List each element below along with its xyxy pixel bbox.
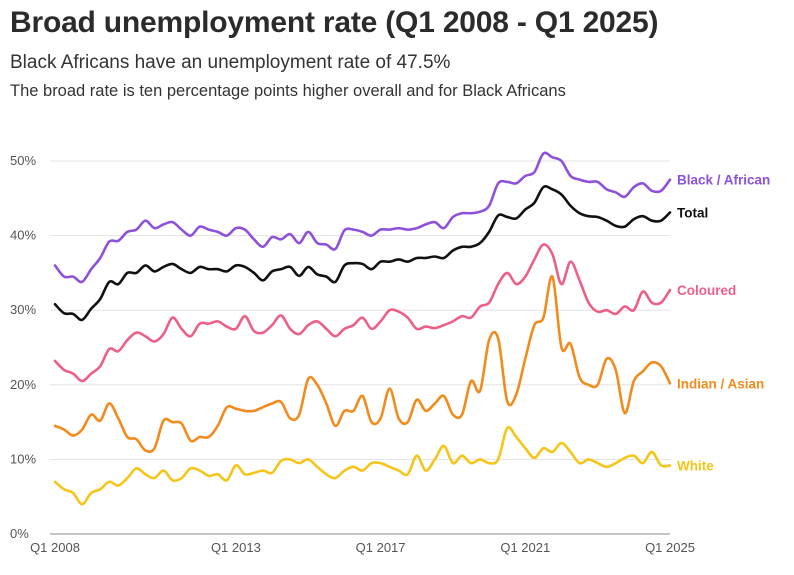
y-tick-label: 0% — [10, 526, 29, 541]
series-line-total — [53, 185, 672, 322]
x-tick-label: Q1 2025 — [645, 540, 695, 555]
grid-lines — [50, 160, 670, 535]
series-label-white: White — [677, 458, 714, 473]
x-tick-label: Q1 2013 — [211, 540, 261, 555]
series-line-coloured — [53, 243, 672, 383]
chart-subtitle: Black Africans have an unemployment rate… — [10, 52, 451, 73]
x-tick-label: Q1 2008 — [30, 540, 80, 555]
x-tick-label: Q1 2021 — [500, 540, 550, 555]
y-tick-label: 40% — [10, 228, 36, 243]
series-label-black-african: Black / African — [677, 173, 770, 188]
y-tick-label: 20% — [10, 377, 36, 392]
series-group — [53, 151, 672, 506]
series-label-indian-asian: Indian / Asian — [677, 376, 764, 391]
chart-note: The broad rate is ten percentage points … — [10, 82, 566, 100]
y-axis-ticks: 0% 10% 20% 30% 40% 50% — [10, 153, 36, 541]
y-tick-label: 10% — [10, 451, 36, 466]
x-axis-ticks: Q1 2008 Q1 2013 Q1 2017 Q1 2021 Q1 2025 — [30, 540, 695, 555]
series-label-coloured: Coloured — [677, 283, 736, 298]
y-tick-label: 50% — [10, 153, 36, 168]
series-label-total: Total — [677, 205, 708, 220]
series-labels: Black / African Total Coloured Indian / Asi… — [677, 173, 770, 474]
series-line-white — [53, 425, 672, 506]
series-line-indian-asian — [53, 275, 672, 454]
y-tick-label: 30% — [10, 302, 36, 317]
x-tick-label: Q1 2017 — [356, 540, 406, 555]
chart-title: Broad unemployment rate (Q1 2008 - Q1 20… — [10, 6, 659, 39]
series-line-black-african — [53, 151, 672, 284]
